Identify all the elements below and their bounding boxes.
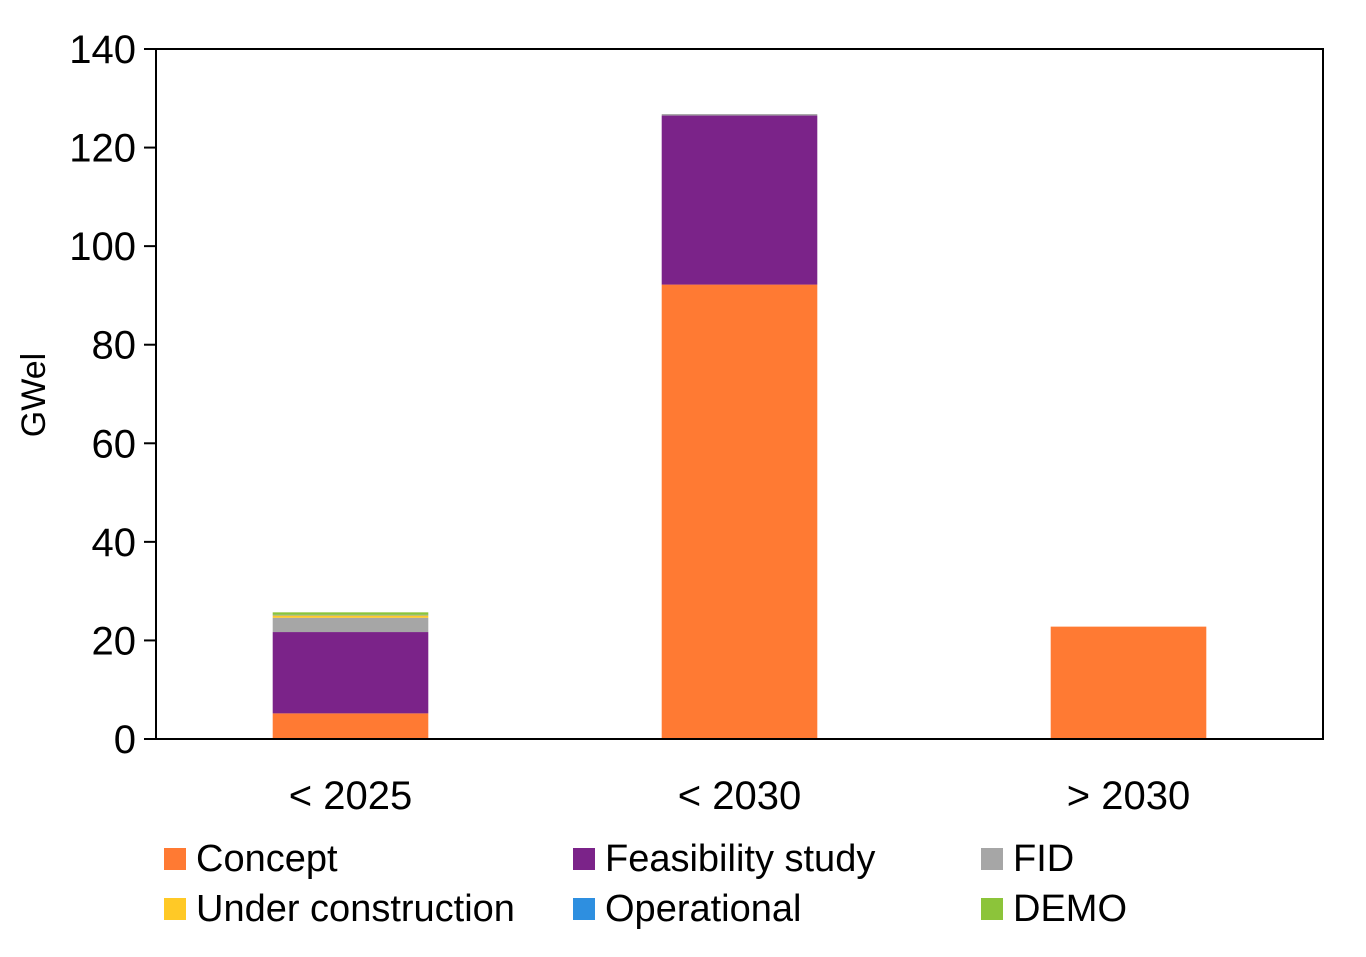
stacked-bar-chart: 0 20 40 60 80 100 120 140 < 2025 < 2030 > 2030 GW… xyxy=(15,28,1324,818)
y-tick-label: 120 xyxy=(69,127,136,171)
bars-group xyxy=(272,114,1207,739)
y-tick-label: 80 xyxy=(92,324,137,368)
bar-segment-concept xyxy=(1050,626,1207,739)
legend-swatch-fid xyxy=(981,848,1003,870)
bar-segment-operational xyxy=(272,614,429,616)
y-tick-label: 40 xyxy=(92,521,137,565)
legend-label: Operational xyxy=(605,887,802,930)
bar-segment-under-construction xyxy=(272,615,429,618)
legend: Concept Feasibility study FID Under cons… xyxy=(164,834,1164,944)
legend-item-under-construction: Under construction xyxy=(164,884,515,934)
legend-label: Feasibility study xyxy=(605,837,876,880)
x-axis: < 2025 < 2030 > 2030 xyxy=(289,774,1190,818)
legend-item-operational: Operational xyxy=(573,884,801,934)
y-tick-label: 20 xyxy=(92,619,137,663)
y-axis: 0 20 40 60 80 100 120 140 xyxy=(69,28,156,762)
legend-label: Concept xyxy=(196,837,338,880)
y-axis-title: GWel xyxy=(15,353,53,437)
legend-item-demo: DEMO xyxy=(981,884,1127,934)
legend-item-fid: FID xyxy=(981,834,1074,884)
y-tick-label: 140 xyxy=(69,28,136,72)
x-category-label: < 2030 xyxy=(678,774,801,818)
y-tick-label: 0 xyxy=(114,718,136,762)
bar-segment-fid xyxy=(661,114,818,116)
bar-segment-concept xyxy=(272,713,429,739)
x-category-label: < 2025 xyxy=(289,774,412,818)
plot-area-frame xyxy=(155,48,1324,740)
bar-segment-feasibility-study xyxy=(272,632,429,714)
legend-swatch-demo xyxy=(981,898,1003,920)
bar-segment-fid xyxy=(272,617,429,633)
y-tick-label: 100 xyxy=(69,225,136,269)
legend-item-feasibility-study: Feasibility study xyxy=(573,834,875,884)
legend-swatch-under-construction xyxy=(164,898,186,920)
bar-segment-feasibility-study xyxy=(661,115,818,285)
legend-label: Under construction xyxy=(196,887,515,930)
legend-item-concept: Concept xyxy=(164,834,338,884)
bar-segment-demo xyxy=(272,612,429,615)
legend-label: FID xyxy=(1013,837,1075,880)
y-tick-label: 60 xyxy=(92,422,137,466)
legend-label: DEMO xyxy=(1013,887,1127,930)
bar-segment-concept xyxy=(661,284,818,739)
legend-swatch-feasibility-study xyxy=(573,848,595,870)
legend-swatch-operational xyxy=(573,898,595,920)
legend-swatch-concept xyxy=(164,848,186,870)
x-category-label: > 2030 xyxy=(1067,774,1190,818)
